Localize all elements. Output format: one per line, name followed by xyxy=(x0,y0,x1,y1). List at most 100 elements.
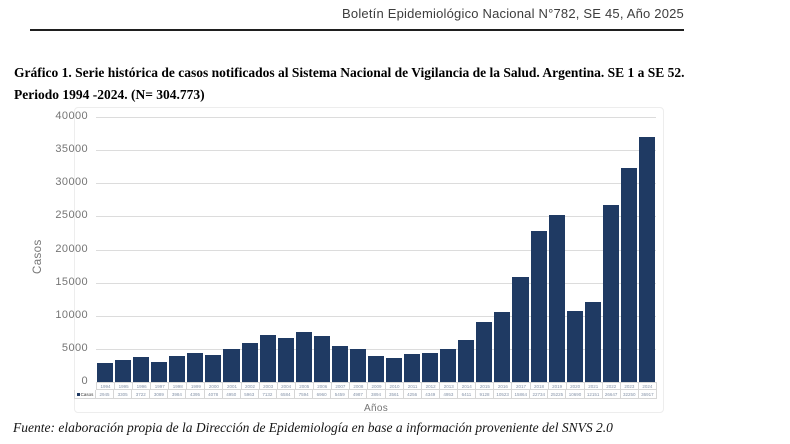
bar-2006 xyxy=(313,335,330,382)
value-cell: 22734 xyxy=(530,390,549,399)
year-cell: 2017 xyxy=(512,382,531,390)
y-tick-label: 15000 xyxy=(55,275,88,288)
year-cell: 2001 xyxy=(223,382,242,390)
bar-2001 xyxy=(223,349,240,382)
document-header: Boletín Epidemiológico Nacional N°782, S… xyxy=(30,6,684,31)
table-row-values: Casos 2945 3305 3722 3089 3984 4395 4078 4950 59… xyxy=(74,390,657,399)
bar-2012 xyxy=(422,353,439,382)
value-cell: 26647 xyxy=(602,390,621,399)
year-cell: 2006 xyxy=(313,382,332,390)
value-cell: 4349 xyxy=(421,390,440,399)
year-cell: 2024 xyxy=(638,382,657,390)
y-tick-label: 30000 xyxy=(55,176,88,189)
value-cell: 15864 xyxy=(512,390,531,399)
value-cell: 3089 xyxy=(150,390,169,399)
bar-2003 xyxy=(259,334,276,382)
bar-2021 xyxy=(584,301,601,382)
bar-2014 xyxy=(458,339,475,382)
bar-2023 xyxy=(620,168,637,382)
bar-2004 xyxy=(277,338,294,382)
value-cell: 4078 xyxy=(204,390,223,399)
year-cell: 2020 xyxy=(566,382,585,390)
bar-1995 xyxy=(115,360,132,382)
chart-frame xyxy=(74,107,664,413)
gridline xyxy=(96,183,656,185)
value-cell: 5459 xyxy=(331,390,350,399)
gridline xyxy=(96,315,656,317)
header-title: Boletín Epidemiológico Nacional N°782, S… xyxy=(342,6,684,21)
y-tick-label: 40000 xyxy=(55,110,88,122)
year-cell: 2000 xyxy=(205,382,224,390)
year-cell: 1994 xyxy=(96,382,116,390)
bar-2002 xyxy=(241,342,258,382)
year-cell: 2004 xyxy=(277,382,296,390)
chart-title: Gráfico 1. Serie histórica de casos noti… xyxy=(14,65,685,103)
y-tick-label: 35000 xyxy=(55,143,88,156)
table-spacer xyxy=(74,382,96,390)
gridline xyxy=(96,216,656,218)
bar-1998 xyxy=(169,355,186,382)
year-cell: 2003 xyxy=(259,382,278,390)
value-cell: 36917 xyxy=(638,390,657,399)
bar-2024 xyxy=(638,137,655,382)
value-cell: 4395 xyxy=(186,390,205,399)
bar-2000 xyxy=(205,354,222,382)
year-cell: 2022 xyxy=(602,382,621,390)
y-axis-ticks: 0 5000 10000 15000 20000 25000 30000 35000 40000 xyxy=(20,109,88,417)
value-cell: 3984 xyxy=(168,390,187,399)
value-cell: 4987 xyxy=(349,390,368,399)
value-cell: 4256 xyxy=(403,390,422,399)
gridline xyxy=(96,282,656,284)
bar-chart: Casos 0 5000 10000 15000 20000 25000 30000 3500… xyxy=(20,107,668,417)
year-cell: 2005 xyxy=(295,382,314,390)
year-cell: 1996 xyxy=(133,382,152,390)
value-cell: 12151 xyxy=(584,390,603,399)
year-cell: 1998 xyxy=(169,382,188,390)
bar-2007 xyxy=(331,345,348,382)
year-cell: 2002 xyxy=(241,382,260,390)
bar-2016 xyxy=(494,312,511,382)
value-cell: 6960 xyxy=(313,390,332,399)
legend-label: Casos xyxy=(80,391,94,397)
year-cell: 2016 xyxy=(494,382,513,390)
year-cell: 2007 xyxy=(331,382,350,390)
bar-2018 xyxy=(530,231,547,382)
year-cell: 2013 xyxy=(440,382,459,390)
gridline xyxy=(96,150,656,152)
table-row-years: 1994 1995 1996 1997 1998 1999 2000 2001 2002 2003… xyxy=(74,382,657,390)
year-cell: 2014 xyxy=(458,382,477,390)
bar-2019 xyxy=(548,214,565,382)
year-cell: 2018 xyxy=(530,382,549,390)
y-tick-label: 10000 xyxy=(55,308,88,321)
year-cell: 2012 xyxy=(422,382,441,390)
plot-area xyxy=(96,117,656,383)
value-cell: 3722 xyxy=(132,390,151,399)
source-note: Fuente: elaboración propia de la Direcci… xyxy=(13,420,613,435)
value-cell: 10690 xyxy=(566,390,585,399)
legend-swatch-icon xyxy=(76,392,80,396)
bar-2013 xyxy=(440,349,457,382)
value-cell: 10523 xyxy=(494,390,513,399)
gridline xyxy=(96,117,656,118)
value-cell: 3894 xyxy=(367,390,386,399)
y-tick-label: 20000 xyxy=(55,242,88,255)
value-cell: 4953 xyxy=(439,390,458,399)
bar-2010 xyxy=(386,358,403,382)
gridline xyxy=(96,249,656,251)
y-tick-label: 25000 xyxy=(55,209,88,222)
y-tick-label: 5000 xyxy=(61,341,88,354)
value-cell: 25225 xyxy=(548,390,567,399)
value-cell: 6411 xyxy=(457,390,476,399)
legend-casos: Casos xyxy=(74,390,96,399)
value-cell: 3305 xyxy=(114,390,133,399)
year-cell: 1995 xyxy=(115,382,134,390)
y-tick-label: 0 xyxy=(81,375,88,387)
bar-2008 xyxy=(349,348,366,382)
value-cell: 3561 xyxy=(385,390,404,399)
bar-2022 xyxy=(602,205,619,382)
bar-2011 xyxy=(404,353,421,382)
bar-2009 xyxy=(367,356,385,382)
bar-2005 xyxy=(295,331,312,382)
bar-2020 xyxy=(566,311,583,382)
year-cell: 2021 xyxy=(584,382,603,390)
